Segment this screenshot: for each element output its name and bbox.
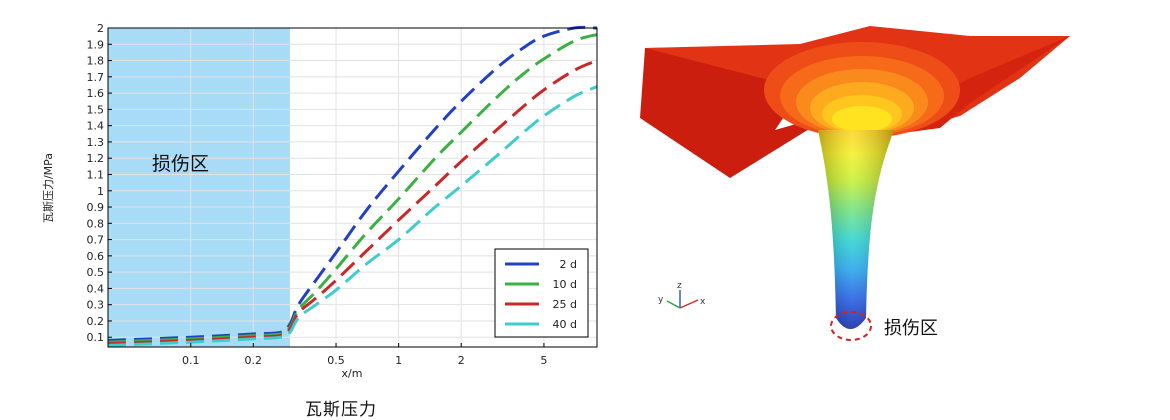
y-tick-label: 0.5: [87, 266, 105, 279]
y-tick-label: 1.2: [87, 152, 105, 165]
y-tick-label: 1.1: [87, 168, 105, 181]
x-axis: 0.1 0.2 0.5 1 2 5: [182, 343, 547, 367]
x-tick-label: 2: [458, 354, 465, 367]
legend-label: 25 d: [553, 298, 577, 311]
series-line-2: [107, 59, 598, 346]
axis-y-label: y: [658, 295, 664, 305]
pressure-chart: 0.1 0.2 0.3 0.4 0.5 0.6 0.7 0.8 0.9 1 1.1 1.2 1.3 1.4…: [42, 22, 598, 380]
y-tick-label: 1.6: [87, 87, 105, 100]
y-tick-label: 0.7: [87, 234, 105, 247]
y-tick-label: 1.9: [87, 38, 105, 51]
y-tick-label: 0.9: [87, 201, 105, 214]
y-tick-label: 1.7: [87, 71, 105, 84]
series-layer: [107, 25, 598, 347]
series-line-3: [107, 85, 598, 347]
y-tick-label: 1.4: [87, 120, 105, 133]
y-tick-label: 1.8: [87, 55, 105, 68]
axis-triad: z x y: [658, 281, 706, 309]
x-tick-label: 0.5: [327, 354, 345, 367]
legend-label: 10 d: [553, 278, 577, 291]
y-tick-label: 0.3: [87, 299, 105, 312]
x-axis-label: x/m: [342, 367, 363, 380]
plot-frame: [107, 27, 598, 348]
funnel-ring-6: [832, 106, 892, 132]
y-tick-label: 0.6: [87, 250, 105, 263]
x-tick-label: 1: [395, 354, 402, 367]
series-line-1: [107, 33, 598, 344]
axis-x-label: x: [700, 297, 706, 307]
y-tick-label: 1.3: [87, 136, 105, 149]
axis-z-label: z: [677, 281, 682, 291]
series-line-0: [107, 25, 598, 342]
legend-label: 40 d: [553, 318, 577, 331]
y-tick-label: 2: [97, 22, 104, 35]
y-tick-label: 0.1: [87, 331, 105, 344]
grid: [108, 27, 597, 347]
model-damage-label: 损伤区: [884, 318, 938, 339]
y-tick-label: 0.8: [87, 217, 105, 230]
y-axis: 0.1 0.2 0.3 0.4 0.5 0.6 0.7 0.8 0.9 1 1.1 1.2 1.3 1.4…: [87, 22, 112, 344]
y-tick-label: 1: [97, 185, 104, 198]
x-tick-label: 5: [540, 354, 547, 367]
y-tick-label: 1.5: [87, 103, 105, 116]
funnel-model-image: 损伤区 z x y: [640, 26, 1070, 341]
y-tick-label: 0.4: [87, 282, 105, 295]
legend: 2 d 10 d 25 d 40 d: [494, 248, 589, 338]
x-tick-label: 0.2: [245, 354, 263, 367]
damage-zone-label: 损伤区: [152, 153, 209, 175]
y-axis-label: 瓦斯压力/MPa: [42, 153, 55, 223]
damage-zone: [108, 28, 290, 347]
y-tick-label: 0.2: [87, 315, 105, 328]
legend-label: 2 d: [560, 258, 577, 271]
x-tick-label: 0.1: [182, 354, 200, 367]
chart-caption: 瓦斯压力: [305, 400, 377, 420]
damage-zone-marker: [830, 311, 872, 341]
